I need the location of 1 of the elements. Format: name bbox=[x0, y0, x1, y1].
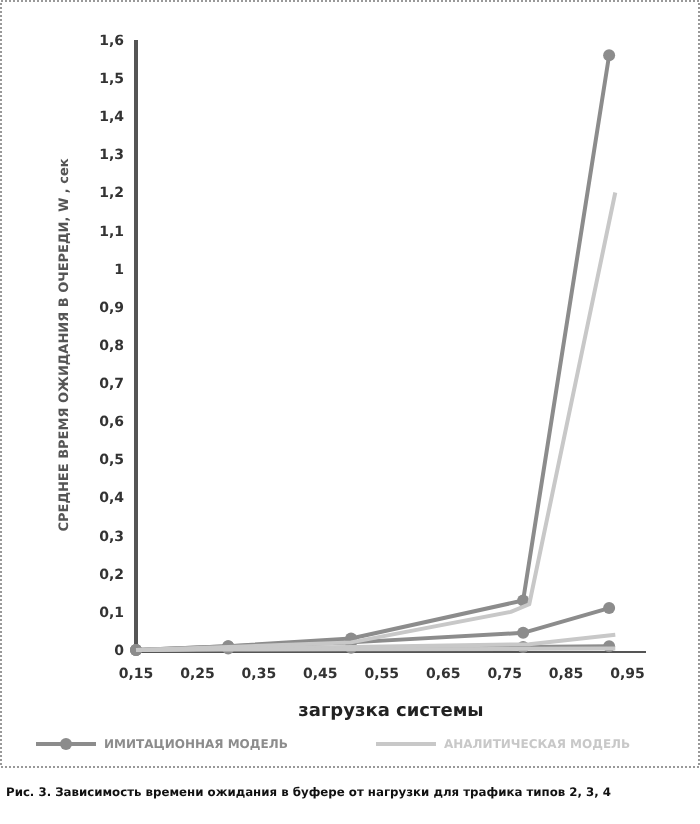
x-axis-title: загрузка системы bbox=[298, 702, 484, 722]
